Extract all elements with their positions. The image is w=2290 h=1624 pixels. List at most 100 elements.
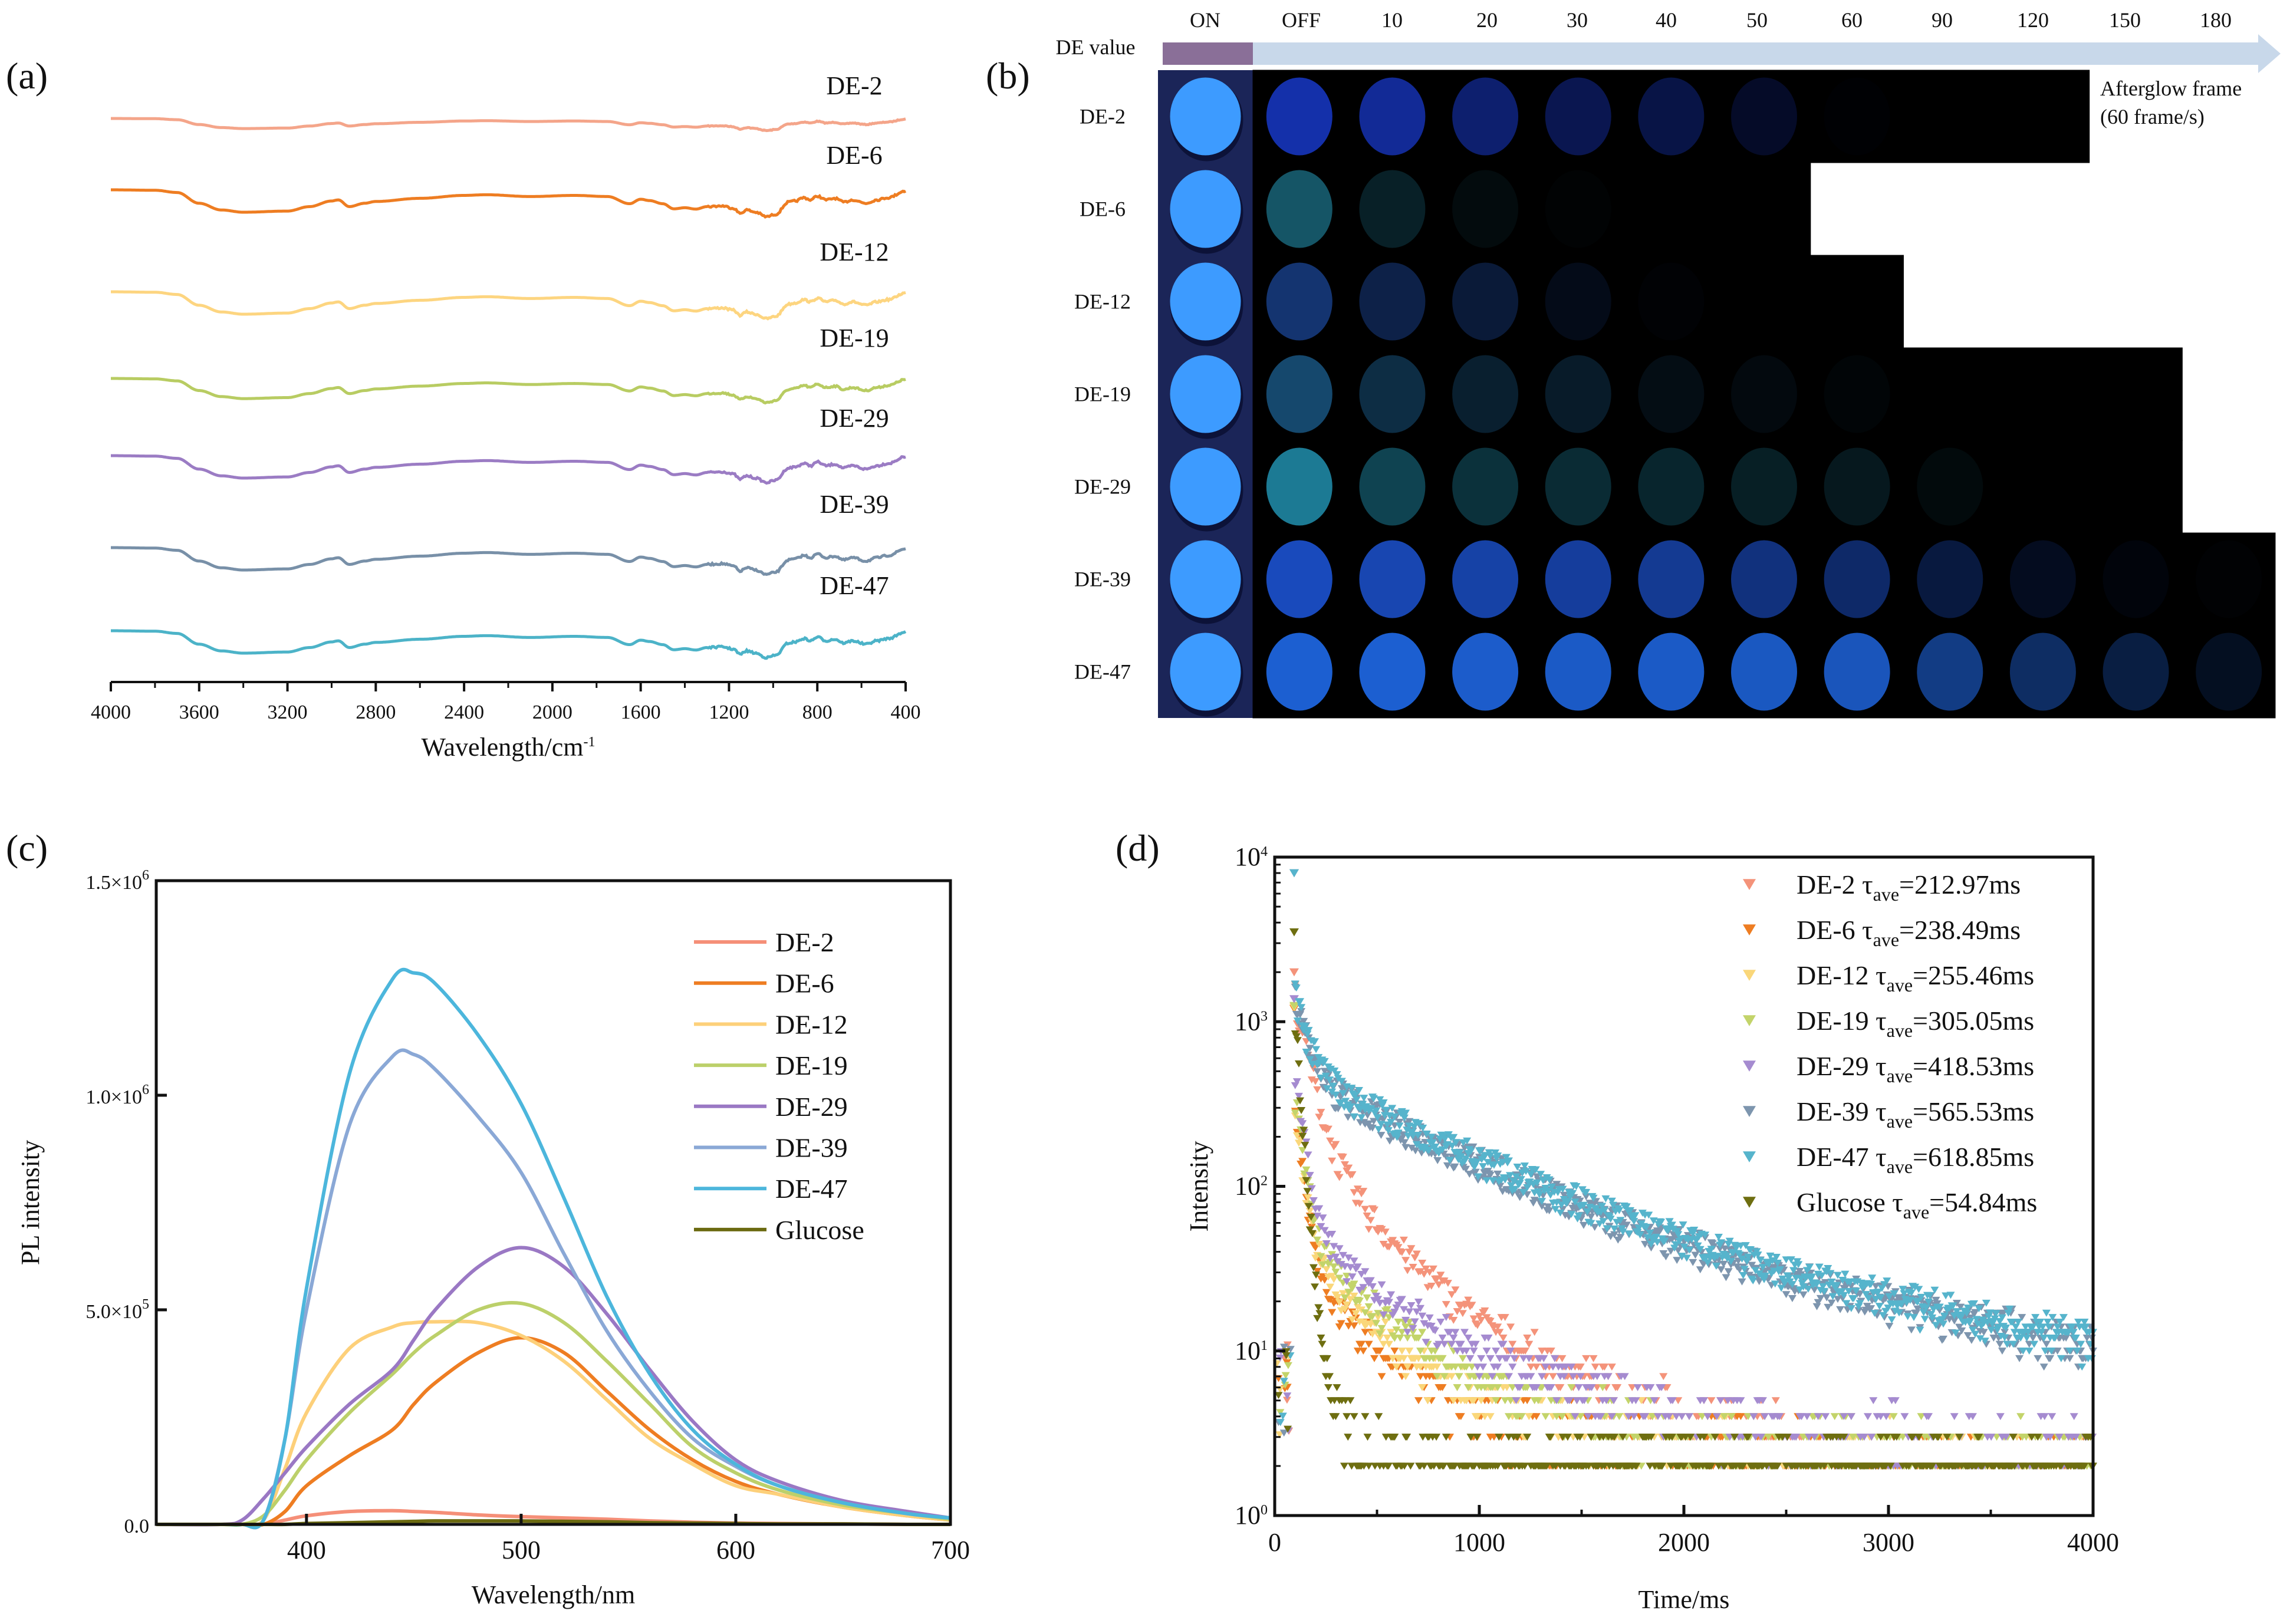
data-point (1484, 1335, 1493, 1342)
frame-cell (1438, 255, 1532, 348)
afterglow-sample (1452, 447, 1519, 526)
data-point (1910, 1314, 1919, 1322)
data-point (1289, 968, 1299, 977)
data-point (1742, 1257, 1751, 1265)
data-point (1410, 1318, 1419, 1326)
data-point (1334, 1105, 1343, 1113)
data-point (1700, 1397, 1709, 1405)
data-point (1630, 1413, 1638, 1421)
data-point (1403, 1434, 1411, 1441)
y-tick-label: 5.0×105 (85, 1297, 149, 1323)
data-point (1812, 1280, 1821, 1288)
data-point (1817, 1272, 1826, 1280)
data-point (1311, 1078, 1320, 1085)
data-point (1837, 1288, 1846, 1296)
data-point (1282, 1396, 1291, 1404)
data-point (1885, 1293, 1894, 1300)
frame-cell (1438, 347, 1532, 441)
data-point (1576, 1413, 1585, 1421)
data-point (2002, 1324, 2011, 1332)
data-point (1992, 1434, 2001, 1441)
data-point (1400, 1462, 1409, 1470)
data-point (1741, 1242, 1750, 1249)
data-point (2015, 1355, 2024, 1362)
data-point (1438, 1384, 1447, 1392)
data-point (1776, 1266, 1785, 1274)
data-point (1363, 1434, 1372, 1441)
data-point (1609, 1397, 1618, 1405)
data-point (1788, 1295, 1797, 1302)
data-point (1448, 1142, 1457, 1150)
data-point (1607, 1363, 1616, 1371)
data-point (1745, 1271, 1754, 1279)
afterglow-sample (1545, 170, 1611, 248)
data-point (1927, 1310, 1936, 1318)
frame-cell (2089, 532, 2183, 626)
data-point (1679, 1221, 1687, 1229)
data-point (2041, 1348, 2049, 1355)
data-point (1651, 1234, 1660, 1241)
data-point (1850, 1294, 1858, 1302)
data-point (1515, 1194, 1524, 1201)
data-point (1701, 1231, 1710, 1239)
data-point (1458, 1355, 1467, 1362)
data-point (1388, 1105, 1397, 1112)
data-point (1364, 1462, 1373, 1470)
x-tick-label: 2400 (444, 701, 484, 723)
data-point (1548, 1373, 1557, 1381)
data-point (1513, 1434, 1522, 1441)
data-point (1845, 1279, 1854, 1286)
data-point (1561, 1363, 1570, 1371)
x-tick-label: 4000 (91, 701, 131, 723)
data-point (1956, 1303, 1965, 1311)
data-point (1660, 1237, 1669, 1245)
data-point (1631, 1212, 1640, 1220)
data-point (1281, 1372, 1290, 1379)
data-point (1326, 1254, 1335, 1262)
data-point (1409, 1264, 1417, 1271)
x-tick-label: 3600 (179, 701, 219, 723)
data-point (1788, 1281, 1797, 1289)
data-point (1330, 1067, 1339, 1075)
data-point (1413, 1132, 1422, 1139)
data-point (1384, 1462, 1393, 1470)
data-point (1401, 1257, 1410, 1264)
data-point (1844, 1287, 1853, 1295)
data-point (1305, 1056, 1314, 1063)
data-point (1672, 1241, 1680, 1249)
data-point (1576, 1373, 1585, 1381)
data-point (1642, 1224, 1651, 1231)
data-point (1297, 1004, 1306, 1012)
afterglow-sample (1638, 447, 1705, 526)
data-point (1547, 1348, 1555, 1355)
data-point (1755, 1278, 1763, 1286)
data-point (1397, 1296, 1406, 1303)
data-point (1353, 1185, 1362, 1193)
data-point (1313, 1068, 1322, 1076)
legend-label: DE-2 τave=212.97ms (1797, 869, 2021, 905)
data-point (1526, 1363, 1535, 1371)
data-point (1506, 1348, 1515, 1355)
afterglow-sample (1452, 77, 1519, 156)
afterglow-sample (1638, 540, 1705, 618)
data-point (1917, 1413, 1926, 1421)
afterglow-sample (1266, 262, 1332, 341)
data-point (1364, 1120, 1373, 1128)
data-point (1317, 1253, 1325, 1260)
data-point (2013, 1318, 2022, 1326)
series-label: DE-2 (826, 71, 882, 100)
data-point (1690, 1227, 1699, 1234)
legend-marker (1743, 1106, 1756, 1117)
data-point (1833, 1296, 1842, 1303)
data-point (1805, 1434, 1814, 1441)
data-point (1775, 1413, 1784, 1421)
data-point (1381, 1228, 1390, 1236)
data-point (2071, 1335, 2080, 1342)
afterglow-sample (1359, 633, 1426, 711)
data-point (1587, 1384, 1596, 1392)
data-point (1726, 1258, 1735, 1266)
data-point (1916, 1326, 1924, 1334)
data-point (1749, 1277, 1758, 1284)
data-point (1486, 1413, 1495, 1421)
data-point (1568, 1190, 1577, 1197)
